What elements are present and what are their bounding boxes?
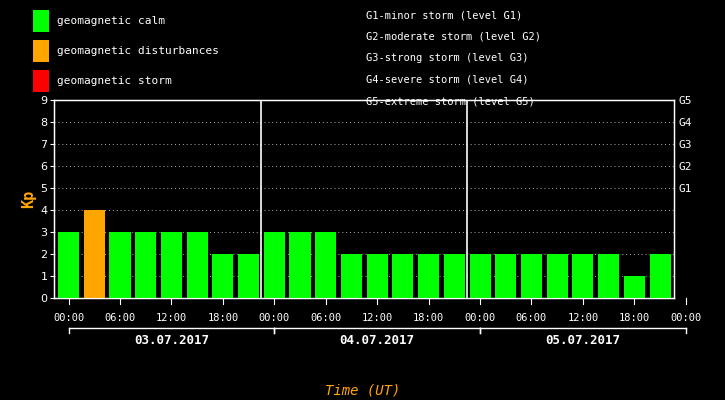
Bar [650, 254, 671, 298]
Bar [83, 210, 105, 298]
Bar [444, 254, 465, 298]
Bar [212, 254, 233, 298]
Text: 12:00: 12:00 [568, 313, 599, 323]
Text: Time (UT): Time (UT) [325, 384, 400, 398]
Bar [341, 254, 362, 298]
Text: 00:00: 00:00 [670, 313, 702, 323]
Bar [289, 232, 310, 298]
Bar [521, 254, 542, 298]
Text: 06:00: 06:00 [104, 313, 136, 323]
Text: geomagnetic calm: geomagnetic calm [57, 16, 165, 26]
Text: 18:00: 18:00 [207, 313, 239, 323]
Text: 04.07.2017: 04.07.2017 [340, 334, 415, 346]
Bar [264, 232, 285, 298]
Text: 06:00: 06:00 [516, 313, 547, 323]
Bar [161, 232, 182, 298]
Text: G5-extreme storm (level G5): G5-extreme storm (level G5) [366, 96, 535, 106]
Bar [186, 232, 207, 298]
Bar [392, 254, 413, 298]
Bar [238, 254, 259, 298]
Text: G2-moderate storm (level G2): G2-moderate storm (level G2) [366, 32, 541, 42]
Y-axis label: Kp: Kp [21, 190, 36, 208]
Text: 18:00: 18:00 [413, 313, 444, 323]
Text: 05.07.2017: 05.07.2017 [545, 334, 621, 346]
Bar [495, 254, 516, 298]
Text: G3-strong storm (level G3): G3-strong storm (level G3) [366, 53, 529, 63]
Bar [418, 254, 439, 298]
Bar [367, 254, 388, 298]
Text: 00:00: 00:00 [259, 313, 290, 323]
Bar [135, 232, 156, 298]
Text: 00:00: 00:00 [53, 313, 84, 323]
Text: geomagnetic disturbances: geomagnetic disturbances [57, 46, 219, 56]
Bar [109, 232, 130, 298]
Text: 03.07.2017: 03.07.2017 [134, 334, 209, 346]
Bar [58, 232, 79, 298]
Text: 06:00: 06:00 [310, 313, 341, 323]
Text: 12:00: 12:00 [362, 313, 393, 323]
Text: geomagnetic storm: geomagnetic storm [57, 76, 172, 86]
Text: 00:00: 00:00 [465, 313, 496, 323]
Bar [547, 254, 568, 298]
Bar [598, 254, 619, 298]
Bar [470, 254, 491, 298]
Text: G1-minor storm (level G1): G1-minor storm (level G1) [366, 10, 523, 20]
Bar [624, 276, 645, 298]
Text: 12:00: 12:00 [156, 313, 187, 323]
Bar [315, 232, 336, 298]
Text: G4-severe storm (level G4): G4-severe storm (level G4) [366, 75, 529, 85]
Bar [573, 254, 594, 298]
Text: 18:00: 18:00 [618, 313, 650, 323]
